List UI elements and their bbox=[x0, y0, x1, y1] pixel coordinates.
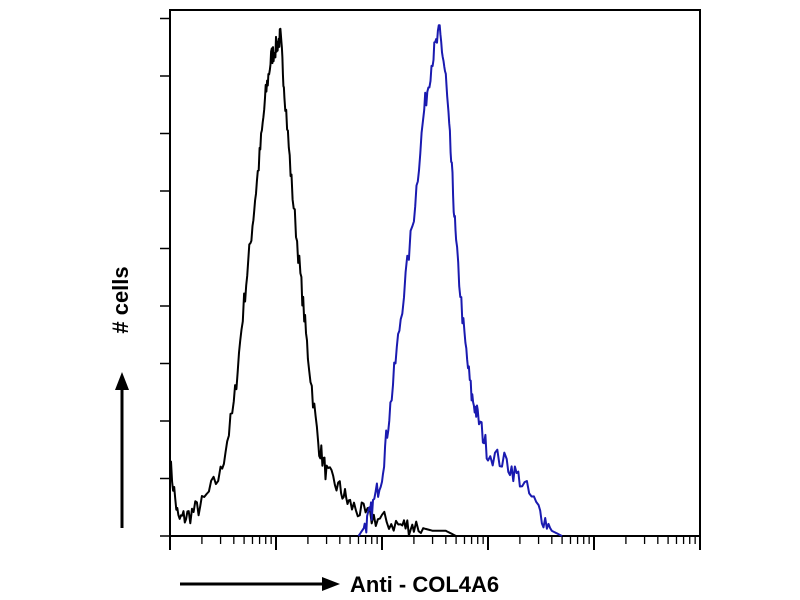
x-axis-arrowhead bbox=[322, 577, 340, 591]
control-histogram-line bbox=[169, 27, 457, 537]
x-axis-title: Anti - COL4A6 bbox=[350, 572, 499, 597]
y-axis-ticks bbox=[160, 17, 170, 537]
plot-frame bbox=[169, 9, 701, 537]
y-axis-title: # cells bbox=[108, 266, 133, 333]
antibody-histogram-line bbox=[357, 24, 563, 537]
x-axis-ticks bbox=[169, 536, 701, 550]
series-layer bbox=[169, 24, 563, 537]
y-axis-arrowhead bbox=[115, 372, 129, 390]
